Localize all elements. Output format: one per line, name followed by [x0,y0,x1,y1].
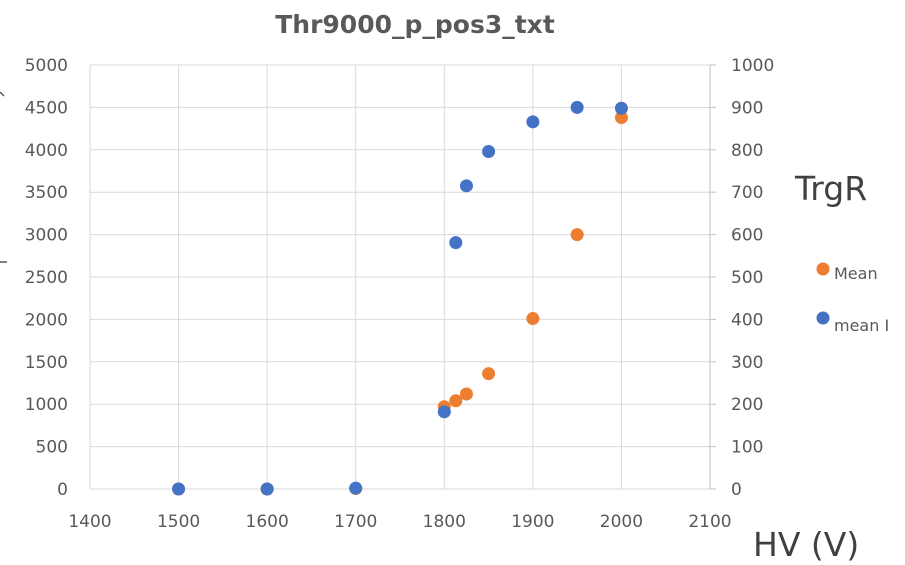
data-point [570,100,584,114]
data-points [172,100,628,496]
data-point [437,405,451,419]
x-axis-ticks: 1400 1500 1600 1700 1800 1900 2000 2100 [68,512,731,532]
data-point [570,228,584,242]
y-tick-label: 3500 [25,183,68,203]
x-tick-label: 1700 [334,512,377,532]
legend-label: Mean [834,264,878,283]
x-tick-label: 1500 [157,512,200,532]
data-point [260,482,274,496]
chart-title: Thr9000_p_pos3_txt [275,10,555,39]
data-point [482,144,496,158]
y-tick-label: 1000 [25,395,68,415]
y2-tick-label: 800 [731,141,763,161]
y-tick-label: 4000 [25,141,68,161]
x-tick-label: 2100 [688,512,731,532]
data-point [459,179,473,193]
y2-tick-label: 900 [731,98,763,118]
y2-tick-label: 300 [731,353,763,373]
data-point [449,394,463,408]
y-tick-label: 4500 [25,98,68,118]
y2-tick-label: 500 [731,268,763,288]
x-tick-label: 1800 [423,512,466,532]
y-tick-label: 500 [36,438,68,458]
y2-tick-label: 1000 [731,56,774,76]
legend-marker [816,311,830,325]
y-tick-label: 1500 [25,353,68,373]
y2-axis-label: TrgR [794,169,867,208]
y-tick-label: 2000 [25,310,68,330]
data-point [482,367,496,381]
y-tick-label: 3000 [25,226,68,246]
y2-tick-label: 700 [731,183,763,203]
data-point [459,387,473,401]
y-tick-label: 5000 [25,56,68,76]
y2-tick-label: 200 [731,395,763,415]
x-tick-label: 1400 [68,512,111,532]
x-axis-label: HV (V) [753,525,859,564]
data-point [349,481,363,495]
y2-tick-label: 400 [731,310,763,330]
legend: Mean mean I [816,262,889,335]
y2-tick-label: 100 [731,438,763,458]
left-axis-title-fragment [0,91,5,97]
y-axis-ticks: 0 500 1000 1500 2000 2500 3000 3500 4000 4500 5000 [25,56,68,500]
legend-label: mean I [834,316,889,335]
y2-tick-label: 600 [731,226,763,246]
y2-axis-ticks: 0 100 200 300 400 500 600 700 800 900 1000 [731,56,774,500]
y-tick-label: 2500 [25,268,68,288]
data-point [526,312,540,326]
x-tick-label: 2000 [600,512,643,532]
x-tick-label: 1900 [511,512,554,532]
data-point [172,482,186,496]
y-tick-label: 0 [57,480,68,500]
data-point [614,111,628,125]
grid-lines [89,64,716,490]
legend-marker [816,262,830,276]
data-point [526,115,540,129]
data-point [614,101,628,115]
data-point [449,236,463,250]
x-tick-label: 1600 [246,512,289,532]
y2-tick-label: 0 [731,480,742,500]
